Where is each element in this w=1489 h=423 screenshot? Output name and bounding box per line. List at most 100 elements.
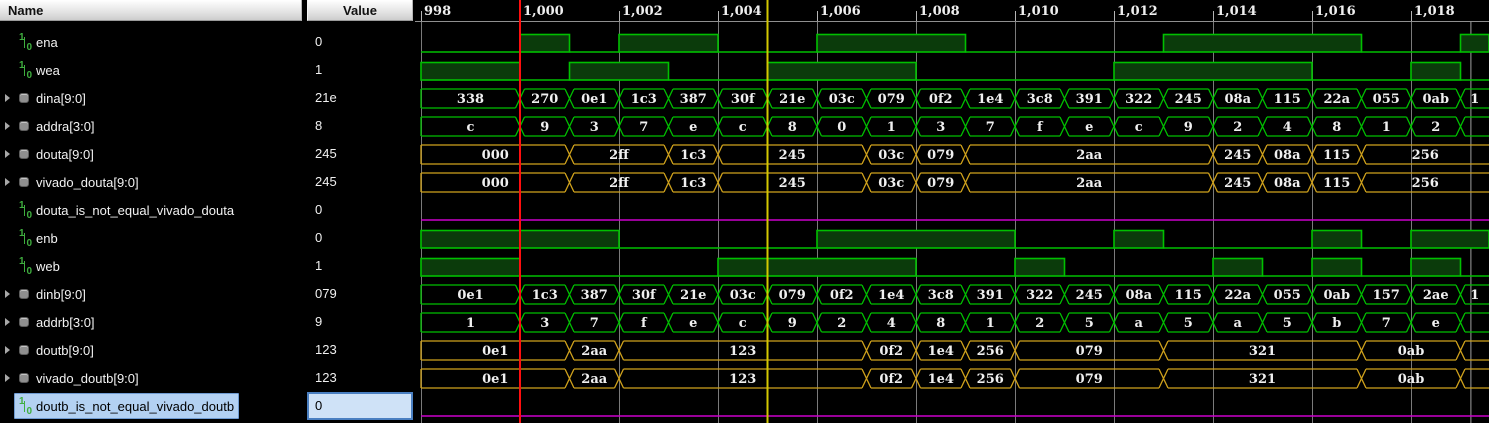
bus-value-label: 0 bbox=[837, 120, 846, 135]
bus-value-label: 338 bbox=[457, 92, 484, 107]
signal-row-doutb_is_not_equal_vivado_doutb[interactable]: doutb_is_not_equal_vivado_doutb bbox=[0, 392, 302, 420]
wave-wea[interactable] bbox=[420, 61, 1489, 81]
bus-value-label: 245 bbox=[1076, 288, 1103, 303]
bus-value-label: c bbox=[467, 120, 475, 135]
bus-value-label: 391 bbox=[1076, 92, 1103, 107]
bus-value-label: 1e4 bbox=[878, 288, 904, 303]
bus-value-label: a bbox=[1234, 316, 1243, 331]
bus-value-label: 2 bbox=[1233, 120, 1242, 135]
bus-value-label: 2aa bbox=[1076, 148, 1102, 163]
signal-row-dina-9-0-[interactable]: dina[9:0] bbox=[0, 84, 302, 112]
signal-value-dinb-9-0-[interactable]: 079 bbox=[315, 286, 337, 301]
bus-value-label: 9 bbox=[540, 120, 549, 135]
bus-value-label: 8 bbox=[788, 120, 797, 135]
bus-value-label: 3 bbox=[936, 120, 945, 135]
bus-value-label: 21e bbox=[779, 92, 805, 107]
expander-icon[interactable] bbox=[0, 346, 14, 354]
expander-icon[interactable] bbox=[0, 94, 14, 102]
chevron-right-icon bbox=[4, 94, 10, 102]
signal-row-enb[interactable]: enb bbox=[0, 224, 302, 252]
wave-doutb-9-0-[interactable]: 0e1 2aa 123 0f2 1e4 256 079 321 0ab bbox=[420, 340, 1489, 361]
signal-value-ena[interactable]: 0 bbox=[315, 34, 323, 49]
signal-value-douta-9-0-[interactable]: 245 bbox=[315, 146, 337, 161]
wave-ena[interactable] bbox=[421, 33, 1489, 53]
bus-value-label: c bbox=[1135, 120, 1143, 135]
single-bit-signal-icon bbox=[17, 228, 32, 249]
time-axis[interactable] bbox=[415, 0, 1489, 22]
signal-row-ena[interactable]: ena bbox=[0, 28, 302, 56]
signal-row-addrb-3-0-[interactable]: addrb[3:0] bbox=[0, 308, 302, 336]
signal-row-wea[interactable]: wea bbox=[0, 56, 302, 84]
value-column-header[interactable]: Value bbox=[307, 0, 413, 21]
bus-value-label: 115 bbox=[1323, 148, 1350, 163]
expander-icon[interactable] bbox=[0, 150, 14, 158]
signal-value-doutb_is_not_equal_vivado_doutb[interactable]: 0 bbox=[307, 392, 413, 420]
signal-row-douta_is_not_equal_vivado_douta[interactable]: douta_is_not_equal_vivado_douta bbox=[0, 196, 302, 224]
signal-value-web[interactable]: 1 bbox=[315, 258, 323, 273]
bus-value-label: 079 bbox=[779, 288, 806, 303]
wave-dinb-9-0-[interactable]: 0e1 1c3 387 30f 21e 03c 079 0f2 1e4 3c8 391 322 245 0… bbox=[420, 284, 1489, 305]
bus-value-label: 03c bbox=[878, 148, 904, 163]
wave-enb[interactable] bbox=[420, 229, 1489, 249]
bus-value-label: 322 bbox=[1026, 288, 1053, 303]
wave-vivado_douta-9-0-[interactable]: 000 2ff 1c3 245 03c 079 2aa 245 08a 115 256 bbox=[420, 172, 1489, 193]
bus-value-label: 1 bbox=[1470, 92, 1479, 107]
bus-value-label: 3 bbox=[540, 316, 549, 331]
signal-row-vivado_douta-9-0-[interactable]: vivado_douta[9:0] bbox=[0, 168, 302, 196]
expander-icon[interactable] bbox=[0, 318, 14, 326]
signal-name-label: wea bbox=[36, 62, 60, 78]
bus-value-label: 2 bbox=[837, 316, 846, 331]
bus-value-label: 115 bbox=[1175, 288, 1202, 303]
bus-value-label: 1 bbox=[986, 316, 995, 331]
bus-value-label: 0ab bbox=[1398, 344, 1425, 359]
bus-value-label: 387 bbox=[581, 288, 608, 303]
signal-value-addrb-3-0-[interactable]: 9 bbox=[315, 314, 323, 329]
signal-value-dina-9-0-[interactable]: 21e bbox=[315, 90, 337, 105]
waveform-panel[interactable]: 998 1,000 1,002 1,004 1,006 1,008 1,010 1,012 1,… bbox=[415, 0, 1489, 423]
name-column-header[interactable]: Name bbox=[0, 0, 302, 21]
signal-value-wea[interactable]: 1 bbox=[315, 62, 323, 77]
signal-value-enb[interactable]: 0 bbox=[315, 230, 323, 245]
expander-icon[interactable] bbox=[0, 290, 14, 298]
bus-value-label: 0f2 bbox=[879, 372, 903, 387]
signal-row-vivado_doutb-9-0-[interactable]: vivado_doutb[9:0] bbox=[0, 364, 302, 392]
signal-value-vivado_douta-9-0-[interactable]: 245 bbox=[315, 174, 337, 189]
signal-value-doutb-9-0-[interactable]: 123 bbox=[315, 342, 337, 357]
expander-icon[interactable] bbox=[0, 122, 14, 130]
signal-row-douta-9-0-[interactable]: douta[9:0] bbox=[0, 140, 302, 168]
bus-value-label: 08a bbox=[1274, 148, 1301, 163]
wave-dina-9-0-[interactable]: 338 270 0e1 1c3 387 30f 21e 03c 079 0f2 1e4 3c8 391 3… bbox=[420, 88, 1489, 109]
wave-douta-9-0-[interactable]: 000 2ff 1c3 245 03c 079 2aa 245 08a 115 256 bbox=[420, 144, 1489, 165]
signal-value-douta_is_not_equal_vivado_douta[interactable]: 0 bbox=[315, 202, 323, 217]
signal-value-addra-3-0-[interactable]: 8 bbox=[315, 118, 323, 133]
bus-value-label: 3 bbox=[590, 120, 599, 135]
bus-value-label: 079 bbox=[878, 92, 905, 107]
signal-value-vivado_doutb-9-0-[interactable]: 123 bbox=[315, 370, 337, 385]
signal-name-label: doutb_is_not_equal_vivado_doutb bbox=[36, 398, 235, 414]
waveform-canvas[interactable]: 998 1,000 1,002 1,004 1,006 1,008 1,010 1,012 1,… bbox=[415, 0, 1489, 423]
wave-vivado_doutb-9-0-[interactable]: 0e1 2aa 123 0f2 1e4 256 079 321 0ab bbox=[420, 368, 1489, 389]
bus-signal-icon bbox=[17, 147, 32, 162]
bus-value-label: 387 bbox=[680, 92, 707, 107]
expander-icon[interactable] bbox=[0, 178, 14, 186]
signal-row-web[interactable]: web bbox=[0, 252, 302, 280]
signal-row-doutb-9-0-[interactable]: doutb[9:0] bbox=[0, 336, 302, 364]
bus-signal-icon bbox=[17, 315, 32, 330]
bus-value-label: 08a bbox=[1274, 176, 1301, 191]
bus-value-label: 22a bbox=[1224, 288, 1251, 303]
bus-value-label: e bbox=[1085, 120, 1093, 135]
chevron-right-icon bbox=[4, 178, 10, 186]
expander-icon[interactable] bbox=[0, 374, 14, 382]
bus-value-label: e bbox=[689, 316, 697, 331]
bus-value-label: 245 bbox=[1224, 176, 1251, 191]
wave-web[interactable] bbox=[420, 257, 1489, 277]
signal-name-label: doutb[9:0] bbox=[36, 342, 94, 358]
axis-tick-label: 1,004 bbox=[721, 4, 762, 19]
bus-value-label: 1 bbox=[1470, 288, 1479, 303]
bus-value-label: 7 bbox=[986, 120, 995, 135]
signal-row-addra-3-0-[interactable]: addra[3:0] bbox=[0, 112, 302, 140]
signal-row-dinb-9-0-[interactable]: dinb[9:0] bbox=[0, 280, 302, 308]
bus-value-label: 123 bbox=[729, 372, 756, 387]
